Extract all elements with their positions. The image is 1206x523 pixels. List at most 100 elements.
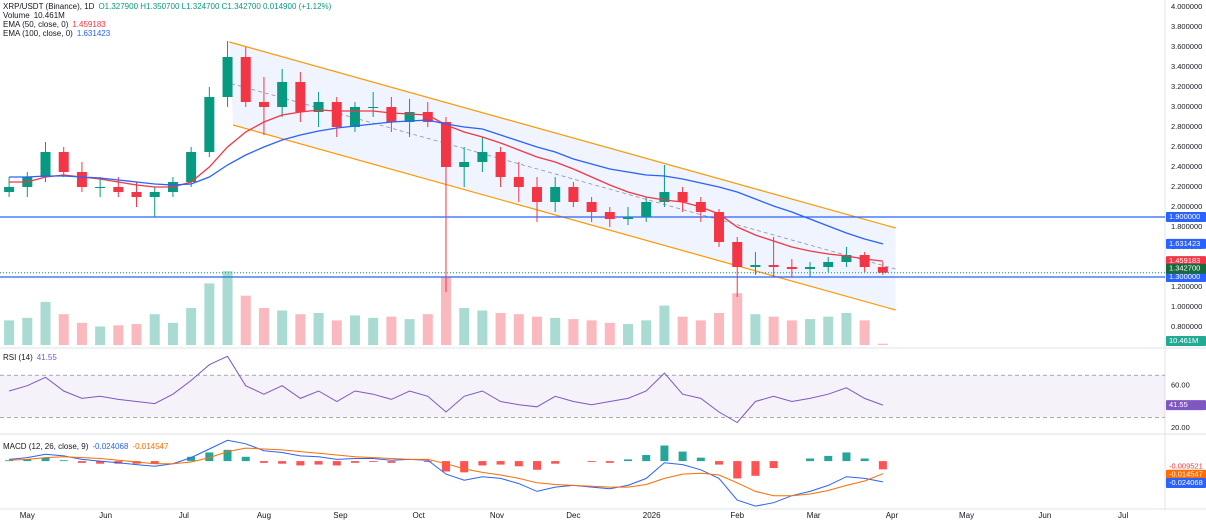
volume-bar [4, 320, 15, 345]
legend-value: -0.024068 [92, 442, 129, 451]
candle-body [40, 152, 51, 177]
candle-body [204, 97, 215, 152]
volume-badge-bg [1166, 336, 1206, 346]
rsi-badge: 41.55 [1169, 400, 1188, 409]
volume-bar [258, 308, 269, 345]
macd-histogram-bar [715, 461, 724, 465]
candle-body [295, 82, 306, 112]
candle-body [368, 107, 379, 108]
macd-histogram-bar [41, 457, 50, 462]
y-tick-label: 3.800000 [1171, 22, 1202, 31]
legend-value: 10.461M [33, 11, 65, 20]
x-tick-label: Aug [257, 511, 271, 520]
macd-histogram-bar [806, 458, 815, 462]
volume-bar [823, 316, 834, 345]
y-tick-label: 2.200000 [1171, 182, 1202, 191]
volume-bar [550, 317, 561, 345]
volume-bar [95, 326, 106, 345]
volume-bar [859, 320, 870, 345]
macd-histogram-bar [460, 461, 469, 473]
macd-histogram-bar [314, 461, 323, 465]
candle-body [495, 152, 506, 177]
macd-histogram-bar [769, 461, 778, 469]
macd-histogram-bar [860, 458, 869, 462]
y-tick-label: 3.000000 [1171, 102, 1202, 111]
ema100-legend: EMA (100, close, 0) 1.631423 [3, 29, 114, 38]
y-tick-label: 0.800000 [1171, 322, 1202, 331]
macd-histogram-bar [678, 451, 687, 462]
legend-value: 1.631423 [76, 29, 111, 38]
x-tick-label: Jun [99, 511, 112, 520]
volume-bar [641, 320, 652, 345]
rsi-legend: RSI (14) 41.55 [3, 353, 61, 362]
macd-histogram-bar [441, 461, 450, 472]
macd-histogram-bar [605, 461, 614, 463]
level-badge: 1.900000 [1169, 212, 1200, 221]
macd-histogram-bar [478, 461, 487, 466]
rsi-line [8, 355, 884, 424]
y-tick-label: 3.600000 [1171, 42, 1202, 51]
macd-badge-bg [1166, 477, 1206, 488]
candle-body [641, 202, 652, 217]
volume-bar [240, 295, 251, 345]
signal-badge-bg [1166, 469, 1206, 480]
ema-badge: 1.459183 [1169, 256, 1200, 265]
candle-body [258, 102, 269, 107]
candle-body [823, 262, 834, 267]
volume-bar [40, 301, 51, 345]
candle-body [841, 255, 852, 262]
candle-body [4, 187, 15, 192]
y-tick-label: 2.600000 [1171, 142, 1202, 151]
candle-body [422, 112, 433, 122]
macd-histogram-bar [514, 461, 523, 467]
macd-histogram-bar [642, 455, 651, 462]
volume-bar [877, 343, 888, 345]
candle-body [786, 267, 797, 269]
volume-bar [440, 277, 451, 345]
x-tick-label: Jun [1038, 511, 1051, 520]
candle-body [76, 172, 87, 187]
macd-histogram-bar [551, 461, 560, 464]
macd-histogram-bar [187, 456, 196, 462]
volume-bar [459, 308, 470, 345]
y-tick-label: 1.200000 [1171, 282, 1202, 291]
candle-body [586, 202, 597, 212]
volume-bar [513, 314, 524, 345]
x-tick-label: Mar [807, 511, 821, 520]
histogram-badge: -0.009521 [1169, 461, 1203, 470]
candle-body [550, 187, 561, 202]
volume-bar [422, 314, 433, 345]
y-tick-label: 2.400000 [1171, 162, 1202, 171]
x-tick-label: Jul [179, 511, 189, 520]
candle-body [440, 122, 451, 167]
volume-bar [295, 314, 306, 345]
y-tick-label: 4.000000 [1171, 2, 1202, 11]
legend-label: EMA (50, close, 0) [3, 20, 69, 29]
rsi-band [0, 375, 1165, 418]
macd-line [9, 447, 884, 497]
candle-body [768, 265, 779, 267]
macd-histogram-bar [496, 461, 505, 465]
x-tick-label: Nov [490, 511, 504, 520]
ema-badge-bg [1166, 256, 1206, 267]
price-badge-bg [1166, 263, 1206, 274]
volume-bar [805, 319, 816, 345]
candle-body [186, 152, 197, 182]
macd-histogram-bar [5, 460, 14, 462]
y-tick-label: 2.800000 [1171, 122, 1202, 131]
volume-bar [222, 271, 233, 345]
volume-bar [113, 325, 124, 345]
x-tick-label: Dec [566, 511, 580, 520]
candle-body [113, 187, 124, 192]
macd-histogram-bar [205, 452, 214, 462]
macd-histogram-bar [624, 459, 633, 462]
volume-badge: 10.461M [1169, 336, 1198, 345]
volume-bar [76, 322, 87, 345]
candle-body [277, 82, 288, 107]
volume-bar [750, 314, 761, 345]
volume-bar [768, 316, 779, 345]
macd-histogram-bar [96, 461, 105, 464]
y-tick-label: 2.000000 [1171, 202, 1202, 211]
y-tick-label: 1.800000 [1171, 222, 1202, 231]
